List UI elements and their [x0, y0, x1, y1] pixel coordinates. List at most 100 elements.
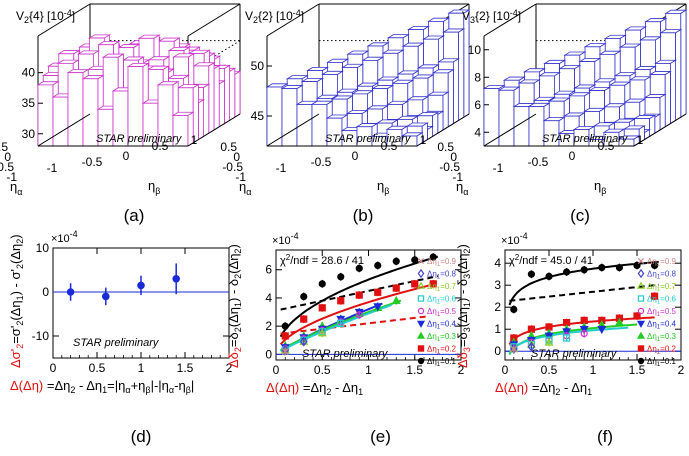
- x-tick-label: 1.5: [406, 363, 423, 377]
- eta-beta-tick: -1: [276, 161, 287, 175]
- star-preliminary-label: STAR preliminary: [542, 133, 629, 145]
- data-point: [580, 266, 588, 274]
- data-point: [597, 326, 607, 335]
- bar: [37, 84, 54, 147]
- data-point: [417, 295, 425, 302]
- data-point: [636, 320, 646, 328]
- z-tick-label: 30: [22, 127, 36, 141]
- data-point: [411, 256, 419, 264]
- y-tick-label: 6: [265, 263, 272, 277]
- legend-entry: Δη1=0.9: [427, 257, 456, 268]
- y-tick-label: 1: [494, 322, 501, 336]
- floor-edge: [266, 113, 320, 147]
- eta-alpha-tick: 0: [4, 150, 11, 164]
- eta-beta-tick: -1: [493, 161, 504, 175]
- legend-entry: Δη1=0.8: [427, 270, 456, 281]
- star-preliminary-label: STAR preliminary: [325, 133, 412, 145]
- eta-beta-tick: 1: [420, 133, 427, 147]
- eta-alpha-label: ηα: [456, 179, 468, 197]
- y-tick-label: 2: [265, 319, 272, 333]
- floor-edge: [187, 113, 241, 147]
- x-tick-label: 2: [226, 361, 233, 375]
- data-point: [527, 270, 536, 278]
- data-point: [66, 288, 75, 296]
- x-axis-label: Δ(Δη) =Δη2 - Δη1: [495, 380, 592, 397]
- data-point: [527, 341, 536, 352]
- data-point: [102, 292, 110, 301]
- data-point: [633, 312, 641, 320]
- data-point: [300, 336, 308, 347]
- data-point: [392, 284, 400, 292]
- data-point: [510, 305, 518, 313]
- fit-panel-f: ×10-4 0 0.5 1 1.5 2 0 1 2 3 4 χ2/ndf = 45.0 / 41 Δη1…: [455, 231, 685, 446]
- eta-beta-tick: 0.5: [152, 139, 169, 153]
- panel-caption: (f): [597, 427, 613, 446]
- data-point: [636, 281, 646, 289]
- x-tick-label: 0: [502, 363, 509, 377]
- legend-entry: Δη1=0.6: [647, 295, 676, 306]
- panel-caption: (d): [131, 427, 152, 446]
- y-axis-label: Δδ3=δ3(Δη1) - δ3(Δη2): [455, 244, 472, 368]
- data-point: [650, 261, 659, 269]
- bar-side: [234, 70, 241, 118]
- data-point: [429, 280, 437, 288]
- bar-side: [213, 64, 220, 131]
- y-tick-label: 3: [494, 278, 501, 292]
- legend-entry: Δη1=0.8: [647, 270, 676, 281]
- star-preliminary-label: STAR preliminary: [531, 348, 618, 360]
- x-tick-label: 1.5: [177, 361, 194, 375]
- series: [510, 261, 659, 314]
- z-tick-label: 50: [251, 59, 265, 73]
- lego-panel-a: V2{4} [10-4]4035300.50-0.5-1ηα-1-0.500.5…: [0, 3, 242, 225]
- legend-entry: Δη1=0.3: [647, 332, 676, 343]
- z-tick-label: 40: [22, 66, 36, 80]
- bar: [281, 88, 298, 147]
- back-edge: [483, 3, 537, 37]
- data-point: [300, 315, 308, 323]
- x-tick-label: 0: [273, 363, 280, 377]
- data-point: [417, 345, 425, 352]
- z-tick-label: 45: [251, 109, 265, 123]
- data-point: [510, 345, 518, 353]
- series: [281, 347, 289, 356]
- x-tick-label: 0: [50, 361, 57, 375]
- bar-side: [659, 93, 666, 131]
- star-preliminary-label: STAR preliminary: [302, 348, 389, 360]
- data-point: [318, 304, 326, 312]
- panel-title: V2{4} [10-4]: [16, 8, 75, 25]
- data-point: [374, 261, 382, 270]
- data-point: [637, 307, 645, 315]
- legend-entry: Δη1=0.2: [427, 345, 456, 356]
- data-point: [580, 330, 588, 338]
- data-point: [355, 264, 363, 272]
- eta-beta-label: ηβ: [148, 178, 160, 196]
- eta-alpha-tick: -0.5: [439, 160, 460, 174]
- data-point: [137, 281, 145, 290]
- data-point: [637, 345, 645, 352]
- bar-side: [452, 58, 460, 125]
- eta-alpha-tick: -0.5: [0, 160, 14, 174]
- scatter-panel-d: ×10-4 0 0.5 1 1.5 2 10 0 -10 STAR preliminary Δσ'2…: [8, 229, 233, 446]
- bar: [498, 89, 515, 147]
- bar-side: [447, 68, 454, 128]
- bar-side: [208, 62, 215, 134]
- data-point: [411, 280, 419, 288]
- floor-edge: [416, 113, 470, 147]
- legend-entry: Δη1=0.1: [427, 357, 456, 368]
- data-point: [544, 337, 554, 346]
- legend-entry: Δη1=0.3: [427, 332, 456, 343]
- legend-entry: Δη1=0.4: [427, 320, 456, 331]
- data-point: [417, 357, 425, 365]
- data-point: [417, 268, 425, 279]
- data-point: [355, 311, 363, 319]
- panel-caption: (a): [124, 206, 145, 225]
- data-point: [374, 288, 382, 296]
- data-point: [637, 268, 645, 279]
- panel-title: V2{2} [10-4]: [245, 8, 304, 25]
- x-tick-label: 2: [458, 363, 465, 377]
- data-point: [637, 357, 645, 365]
- data-point: [281, 348, 289, 355]
- legend-entry: Δη1=0.6: [427, 295, 456, 306]
- back-edge: [187, 3, 241, 37]
